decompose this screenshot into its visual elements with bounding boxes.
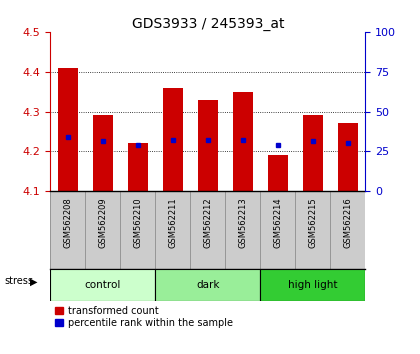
- Bar: [303, 115, 323, 191]
- Text: GSM562216: GSM562216: [344, 198, 352, 248]
- Bar: [163, 87, 183, 191]
- Text: GSM562213: GSM562213: [239, 198, 247, 248]
- Bar: [50, 269, 155, 301]
- Text: high light: high light: [288, 280, 338, 290]
- Text: dark: dark: [196, 280, 220, 290]
- Bar: [268, 155, 288, 191]
- Text: GSM562210: GSM562210: [134, 198, 142, 248]
- Bar: [128, 143, 147, 191]
- Title: GDS3933 / 245393_at: GDS3933 / 245393_at: [131, 17, 284, 31]
- Text: stress: stress: [4, 276, 33, 286]
- Text: GSM562209: GSM562209: [98, 198, 108, 248]
- Text: GSM562214: GSM562214: [273, 198, 282, 248]
- Bar: [260, 269, 365, 301]
- Text: GSM562212: GSM562212: [203, 198, 213, 248]
- Bar: [198, 99, 218, 191]
- Bar: [155, 269, 260, 301]
- Text: GSM562211: GSM562211: [168, 198, 177, 248]
- Text: ▶: ▶: [30, 276, 38, 286]
- Bar: [93, 115, 113, 191]
- Bar: [338, 124, 357, 191]
- Text: GSM562215: GSM562215: [308, 198, 318, 248]
- Bar: [233, 92, 252, 191]
- Text: control: control: [85, 280, 121, 290]
- Text: GSM562208: GSM562208: [63, 198, 72, 248]
- Legend: transformed count, percentile rank within the sample: transformed count, percentile rank withi…: [55, 306, 233, 328]
- Bar: [58, 68, 78, 191]
